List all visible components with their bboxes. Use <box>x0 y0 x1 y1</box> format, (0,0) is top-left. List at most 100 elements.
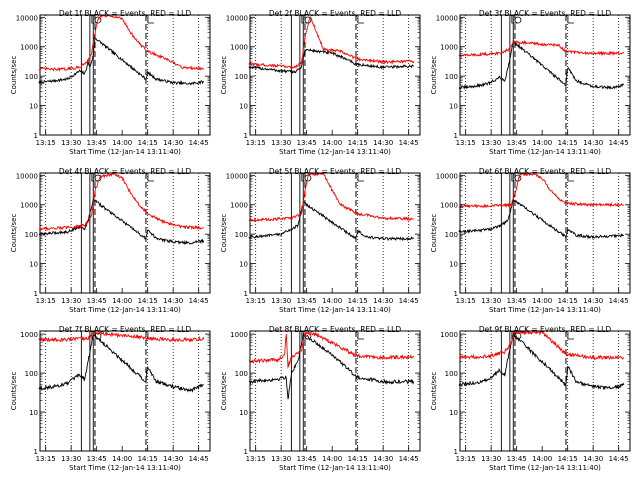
x-tick-label: 13:30 <box>271 297 291 305</box>
y-tick-label: 100 <box>235 73 248 81</box>
series-line-events <box>38 198 205 246</box>
clip-cover <box>459 159 631 173</box>
y-tick-label: 1000 <box>440 44 458 52</box>
y-tick-label: 10 <box>29 103 38 111</box>
clip-cover <box>249 1 421 15</box>
x-tick-label: 14:45 <box>399 297 419 305</box>
x-tick-label: 13:30 <box>271 455 291 463</box>
x-tick-label: 13:45 <box>297 455 317 463</box>
y-tick-label: 10 <box>29 409 38 417</box>
attenuator-marker <box>301 174 308 182</box>
attenuator-marker <box>91 16 98 24</box>
clip-cover <box>459 1 631 15</box>
panel-title: Det 6f BLACK = Events, RED = LLD <box>479 167 612 176</box>
x-tick-label: 13:15 <box>246 297 266 305</box>
x-tick-label: 13:45 <box>507 297 527 305</box>
y-axis-label: Counts/sec <box>10 56 18 95</box>
y-axis-label: Counts/sec <box>10 214 18 253</box>
x-tick-label: 14:30 <box>373 455 393 463</box>
y-axis-label: Counts/sec <box>430 214 438 253</box>
x-axis-label: Start Time (12-Jan-14 13:11:40) <box>69 306 181 314</box>
attenuator-marker <box>511 174 518 182</box>
x-tick-label: 13:45 <box>87 455 107 463</box>
x-axis-label: Start Time (12-Jan-14 13:11:40) <box>279 306 391 314</box>
x-axis-label: Start Time (12-Jan-14 13:11:40) <box>489 148 601 156</box>
x-tick-label: 14:15 <box>138 139 158 147</box>
panel-title: Det 8f BLACK = Events, RED = LLD <box>269 325 402 334</box>
clip-cover <box>39 317 211 331</box>
x-tick-label: 13:30 <box>61 297 81 305</box>
x-tick-label: 14:30 <box>373 139 393 147</box>
y-tick-label: 1000 <box>230 331 248 339</box>
series-line-events <box>458 332 625 390</box>
series-line-events <box>248 332 415 400</box>
x-tick-label: 14:45 <box>189 455 209 463</box>
series-line-events <box>458 198 624 240</box>
detector-panel-2: 1 10 100 1000 10000 13:15 13:30 13:45 14:00 14:15… <box>220 1 421 156</box>
y-tick-label: 1 <box>454 448 458 456</box>
panel-title: Det 9f BLACK = Events, RED = LLD <box>479 325 612 334</box>
x-tick-label: 14:30 <box>373 297 393 305</box>
y-tick-label: 10 <box>239 103 248 111</box>
x-tick-label: 14:15 <box>558 455 578 463</box>
x-axis-label: Start Time (12-Jan-14 13:11:40) <box>279 148 391 156</box>
y-tick-label: 10 <box>239 409 248 417</box>
x-tick-label: 14:15 <box>138 297 158 305</box>
series-line-events <box>38 36 204 86</box>
x-tick-label: 14:15 <box>348 139 368 147</box>
series-line-events <box>458 39 625 90</box>
x-tick-label: 14:45 <box>609 297 629 305</box>
x-tick-label: 13:15 <box>246 455 266 463</box>
y-tick-label: 10 <box>449 409 458 417</box>
x-tick-label: 14:00 <box>532 455 552 463</box>
x-tick-label: 13:15 <box>36 139 56 147</box>
x-tick-label: 14:00 <box>322 297 342 305</box>
x-tick-label: 14:00 <box>112 297 132 305</box>
x-tick-label: 13:45 <box>297 297 317 305</box>
x-tick-label: 14:15 <box>558 139 578 147</box>
y-tick-label: 1 <box>34 290 38 298</box>
x-tick-label: 14:30 <box>163 139 183 147</box>
panel-title: Det 3f BLACK = Events, RED = LLD <box>479 9 612 18</box>
y-tick-label: 1000 <box>440 331 458 339</box>
y-tick-label: 10000 <box>16 14 38 22</box>
x-tick-label: 14:00 <box>112 139 132 147</box>
x-tick-label: 14:15 <box>348 455 368 463</box>
x-axis-label: Start Time (12-Jan-14 13:11:40) <box>279 464 391 472</box>
series-line-lld <box>248 331 415 369</box>
attenuator-marker <box>514 16 522 24</box>
y-axis-label: Counts/sec <box>430 372 438 411</box>
attenuator-marker <box>91 174 98 182</box>
y-tick-label: 100 <box>25 73 38 81</box>
attenuator-marker <box>147 16 154 24</box>
x-tick-label: 13:30 <box>61 139 81 147</box>
x-tick-label: 13:30 <box>481 139 501 147</box>
x-tick-label: 13:15 <box>456 139 476 147</box>
x-tick-label: 13:45 <box>87 297 107 305</box>
y-tick-label: 1000 <box>20 202 38 210</box>
x-tick-label: 14:15 <box>558 297 578 305</box>
x-tick-label: 13:15 <box>36 297 56 305</box>
attenuator-marker <box>304 16 312 24</box>
detector-panel-7: 1 10 100 1000 13:15 13:30 13:45 14:00 14:15 14:30… <box>10 317 211 472</box>
y-tick-label: 10 <box>449 103 458 111</box>
y-tick-label: 1 <box>244 290 248 298</box>
y-tick-label: 1000 <box>230 44 248 52</box>
x-tick-label: 14:45 <box>609 139 629 147</box>
y-tick-label: 100 <box>235 370 248 378</box>
attenuator-marker <box>301 16 308 24</box>
y-tick-label: 10000 <box>436 172 458 180</box>
panel-title: Det 2f BLACK = Events, RED = LLD <box>269 9 402 18</box>
series-line-lld <box>458 39 625 59</box>
attenuator-marker <box>94 16 102 24</box>
x-tick-label: 14:45 <box>399 139 419 147</box>
x-tick-label: 14:45 <box>189 297 209 305</box>
series-line-events <box>248 201 415 242</box>
attenuator-marker <box>567 16 574 24</box>
detector-panel-9: 1 10 100 1000 13:15 13:30 13:45 14:00 14:15 14:30… <box>430 317 631 472</box>
x-tick-label: 14:30 <box>583 139 603 147</box>
x-tick-label: 14:30 <box>583 455 603 463</box>
y-tick-label: 10 <box>449 261 458 269</box>
x-tick-label: 14:15 <box>348 297 368 305</box>
x-tick-label: 13:30 <box>481 297 501 305</box>
